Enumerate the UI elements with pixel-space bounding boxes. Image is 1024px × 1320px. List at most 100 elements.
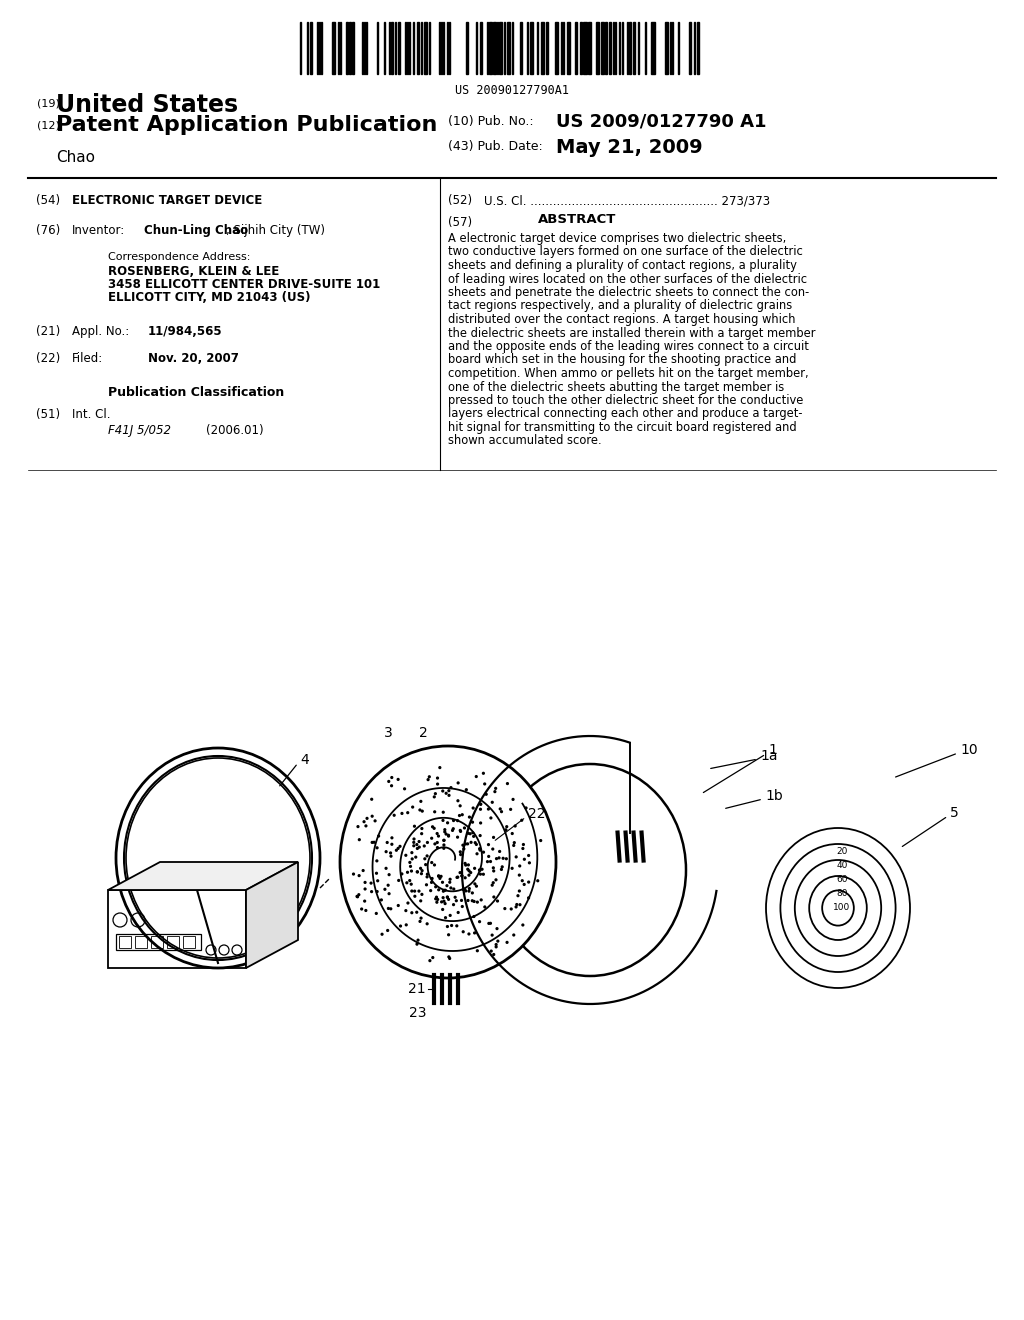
Circle shape [434,898,437,900]
Text: Correspondence Address:: Correspondence Address: [108,252,251,261]
Text: layers electrical connecting each other and produce a target-: layers electrical connecting each other … [449,408,803,421]
Circle shape [515,855,518,858]
Circle shape [454,896,457,899]
Circle shape [496,899,499,903]
Circle shape [501,865,504,869]
Circle shape [456,924,459,928]
Circle shape [461,874,464,878]
Circle shape [488,859,493,863]
Text: Int. Cl.: Int. Cl. [72,408,111,421]
Text: Filed:: Filed: [72,352,103,366]
Circle shape [436,846,439,849]
Text: Chao: Chao [56,150,95,165]
Circle shape [463,887,466,891]
Circle shape [461,813,464,816]
Text: (12): (12) [37,120,59,129]
Circle shape [458,814,461,817]
Bar [489,22,492,74]
Bar [665,22,668,74]
Circle shape [445,925,449,928]
Circle shape [464,876,467,879]
Circle shape [416,870,419,874]
Circle shape [490,883,494,887]
Text: board which set in the housing for the shooting practice and: board which set in the housing for the s… [449,354,797,367]
Circle shape [430,837,433,840]
Text: tact regions respectively, and a plurality of dielectric grains: tact regions respectively, and a plurali… [449,300,793,313]
Text: 11/984,565: 11/984,565 [148,325,222,338]
Circle shape [375,871,378,875]
Circle shape [479,803,482,805]
Circle shape [487,855,490,858]
Circle shape [518,874,521,876]
Ellipse shape [116,748,319,968]
Circle shape [444,792,447,795]
Circle shape [410,870,413,873]
Circle shape [483,783,486,785]
Circle shape [493,870,496,873]
Circle shape [469,871,472,874]
Circle shape [510,907,513,911]
Circle shape [419,899,422,903]
Circle shape [441,810,444,814]
Circle shape [416,843,419,846]
Circle shape [482,772,485,775]
Circle shape [392,813,395,817]
Circle shape [377,834,380,838]
Text: 5: 5 [950,807,958,820]
Circle shape [352,873,355,875]
Circle shape [413,837,416,841]
Circle shape [476,949,479,952]
Circle shape [411,805,415,809]
Circle shape [389,907,392,911]
Circle shape [433,795,436,799]
Circle shape [444,833,447,836]
Circle shape [492,836,496,840]
Circle shape [473,932,476,935]
Circle shape [433,842,436,846]
Circle shape [475,775,478,779]
Circle shape [478,849,481,851]
Circle shape [452,828,455,830]
Circle shape [419,800,423,803]
Circle shape [364,887,367,891]
Bar [352,22,354,74]
Circle shape [431,825,434,829]
Circle shape [436,898,439,902]
Circle shape [492,866,495,870]
Circle shape [462,931,465,933]
Text: (19): (19) [37,98,59,108]
Circle shape [442,838,445,842]
Circle shape [479,873,482,875]
Circle shape [479,808,482,810]
Circle shape [390,784,393,787]
Circle shape [436,776,439,780]
Bar [530,22,534,74]
Circle shape [482,850,485,854]
Circle shape [512,843,515,847]
Circle shape [365,909,368,912]
Circle shape [420,892,424,896]
Bar [135,936,147,948]
Circle shape [430,861,433,865]
Text: (10) Pub. No.:: (10) Pub. No.: [449,115,534,128]
Text: and the opposite ends of the leading wires connect to a circuit: and the opposite ends of the leading wir… [449,341,809,352]
Circle shape [443,830,446,833]
Circle shape [450,886,453,890]
Text: sheets and defining a plurality of contact regions, a plurality: sheets and defining a plurality of conta… [449,259,797,272]
Circle shape [374,820,377,822]
Circle shape [418,846,421,849]
Circle shape [424,863,427,866]
Circle shape [418,808,422,812]
Circle shape [464,842,467,846]
Circle shape [471,807,475,809]
Circle shape [376,846,379,849]
Bar [151,936,163,948]
Circle shape [495,942,498,946]
Bar [346,22,348,74]
Circle shape [357,838,360,841]
Bar [119,936,131,948]
Bar [605,22,607,74]
Text: one of the dielectric sheets abutting the target member is: one of the dielectric sheets abutting th… [449,380,784,393]
Circle shape [426,923,429,925]
Circle shape [472,915,475,919]
